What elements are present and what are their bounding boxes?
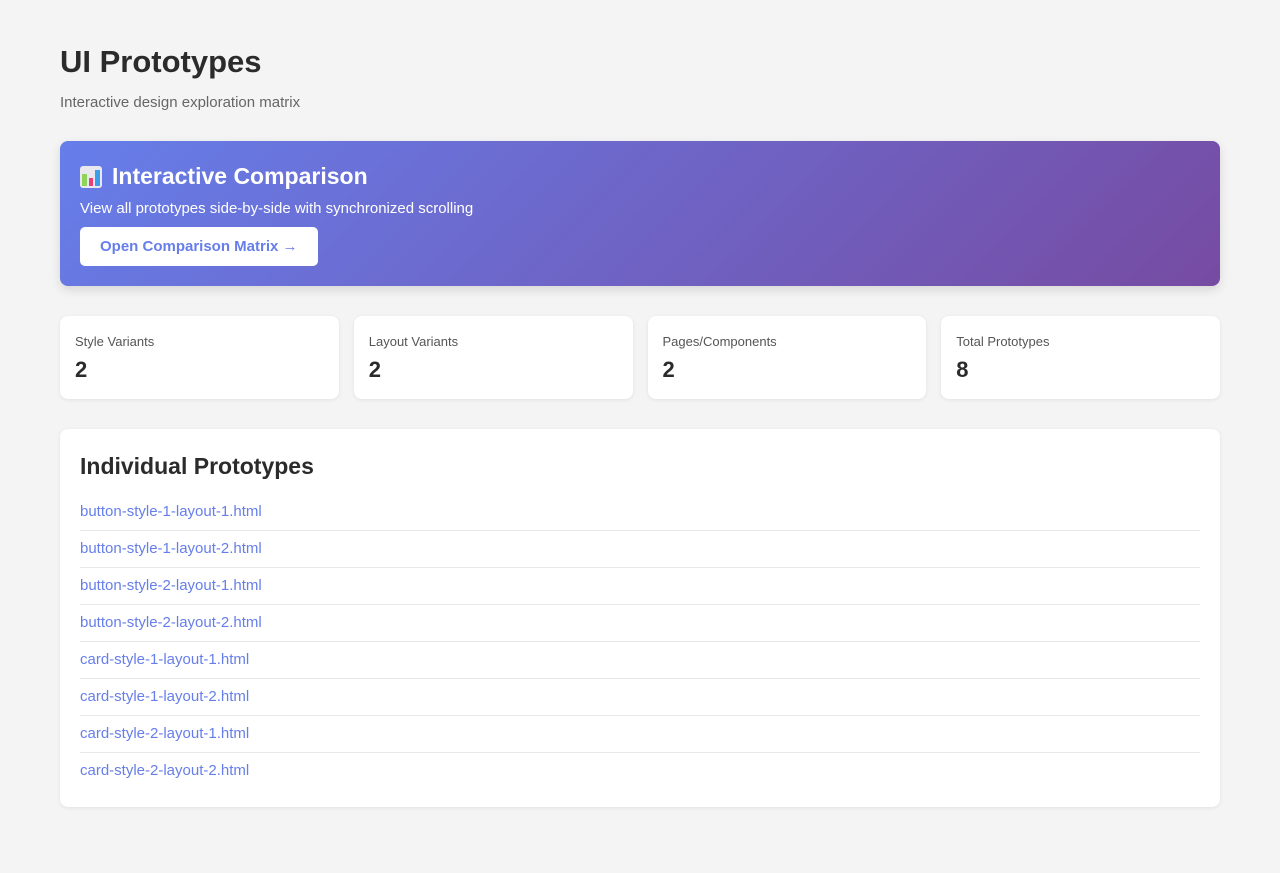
stat-value: 8	[956, 357, 969, 382]
stat-card-style-variants: Style Variants 2	[60, 316, 339, 399]
bar-chart-icon	[80, 165, 102, 188]
stat-label: Style Variants	[75, 334, 155, 349]
prototype-link[interactable]: button-style-1-layout-1.html	[80, 494, 1200, 531]
prototype-link[interactable]: card-style-2-layout-2.html	[80, 762, 250, 779]
prototype-link[interactable]: button-style-2-layout-1.html	[80, 568, 1200, 605]
prototype-list-title: Individual Prototypes	[80, 453, 314, 479]
banner-heading: Interactive Comparison	[80, 163, 1200, 190]
page-title: UI Prototypes	[60, 44, 262, 79]
stat-label: Layout Variants	[368, 334, 459, 349]
prototype-link[interactable]: card-style-1-layout-2.html	[80, 679, 1200, 716]
prototype-list: Individual Prototypes button-style-1-lay…	[60, 429, 1220, 807]
prototype-link[interactable]: button-style-1-layout-2.html	[80, 531, 1200, 568]
prototype-link[interactable]: card-style-1-layout-1.html	[80, 642, 1200, 679]
banner-title: Interactive Comparison	[112, 163, 368, 189]
stat-label: Pages/Components	[662, 334, 777, 349]
stat-value: 2	[75, 357, 88, 382]
prototype-link[interactable]: button-style-2-layout-2.html	[80, 605, 1200, 642]
banner-description: View all prototypes side-by-side with sy…	[80, 200, 474, 217]
stat-card-layout-variants: Layout Variants 2	[353, 316, 633, 399]
prototype-link[interactable]: card-style-2-layout-1.html	[80, 716, 1200, 753]
stats-row: Style Variants 2 Layout Variants 2 Pages/C…	[60, 316, 1220, 399]
open-comparison-matrix-button[interactable]: Open Comparison Matrix →	[80, 227, 318, 266]
page: UI Prototypes Interactive design explora…	[60, 0, 1220, 847]
stat-value: 2	[368, 357, 381, 382]
stat-card-pages-components: Pages/Components 2	[647, 316, 927, 399]
stat-label: Total Prototypes	[956, 334, 1050, 349]
comparison-banner: Interactive Comparison View all prototyp…	[60, 141, 1220, 286]
page-subtitle: Interactive design exploration matrix	[60, 94, 301, 111]
stat-card-total-prototypes: Total Prototypes 8	[941, 316, 1220, 399]
stat-value: 2	[662, 357, 675, 382]
